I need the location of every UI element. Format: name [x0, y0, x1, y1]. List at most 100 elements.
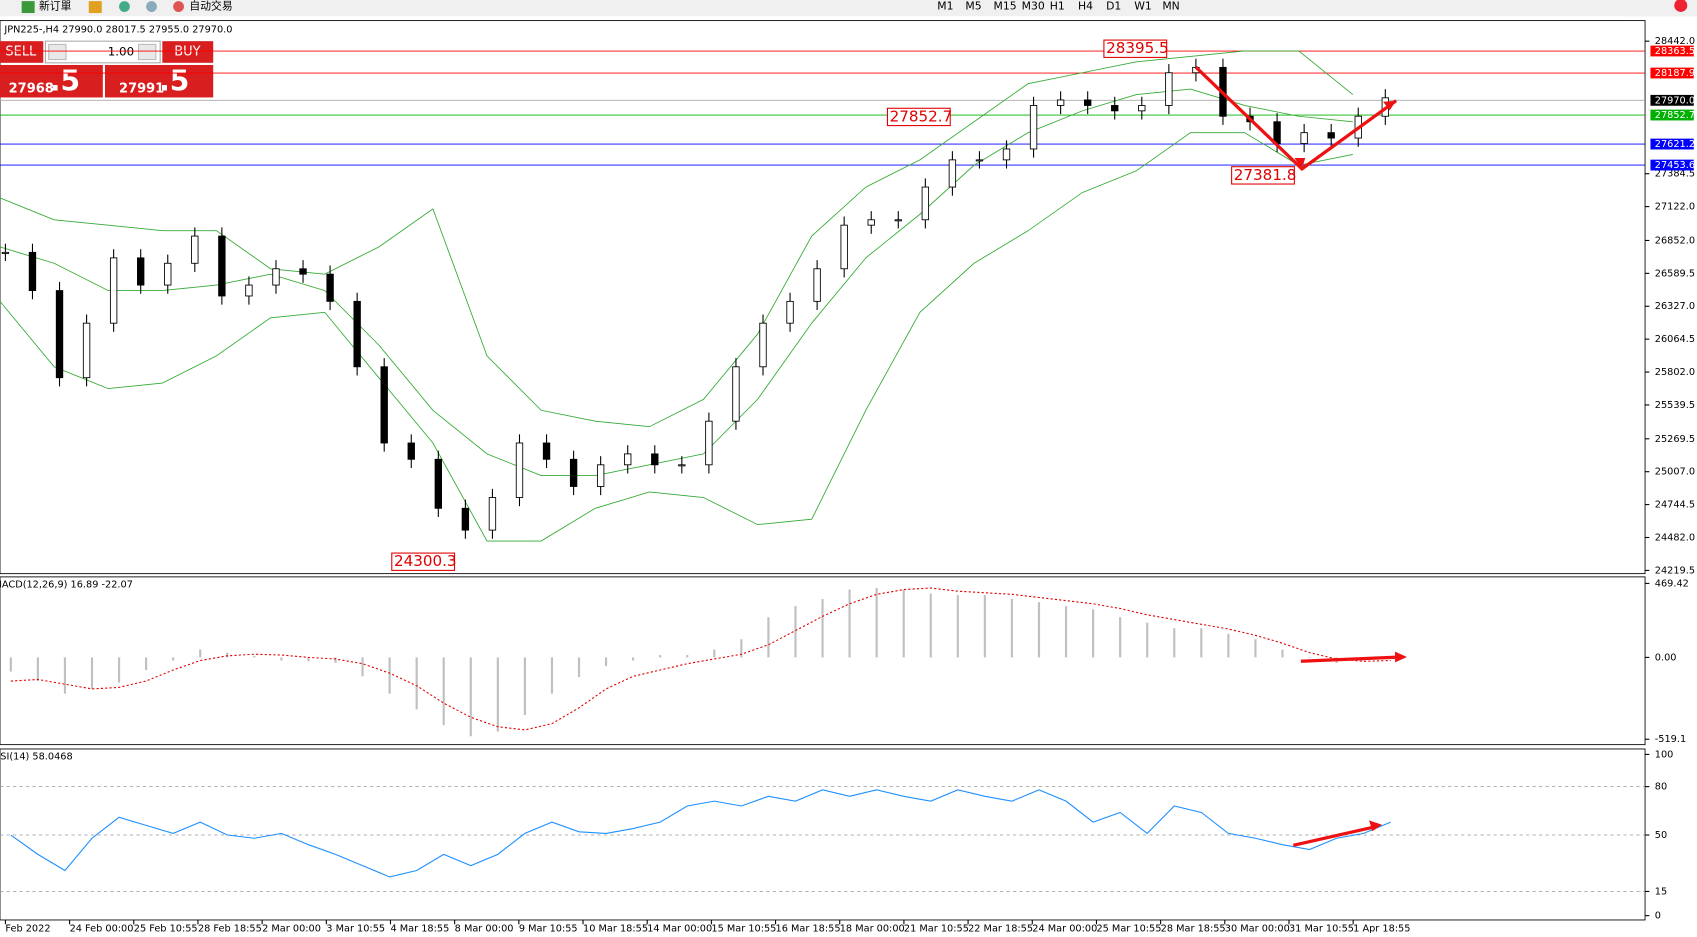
- x-tick-label: 24 Mar 00:00: [1032, 924, 1097, 933]
- macd-bar: [442, 657, 445, 726]
- candle: [705, 420, 713, 466]
- macd-bar: [794, 606, 797, 658]
- candle: [596, 464, 605, 487]
- macd-bar: [713, 649, 716, 658]
- price-level-label: 27453.6: [1655, 160, 1695, 171]
- arrow-head: [1369, 820, 1383, 832]
- macd-bar: [848, 589, 851, 658]
- candle: [1165, 72, 1173, 106]
- arrow-head: [1383, 100, 1397, 111]
- sell-price-box[interactable]: [0, 64, 103, 98]
- macd-bar: [983, 595, 986, 658]
- macd-bar: [1146, 622, 1149, 658]
- auto-trade-icon[interactable]: [173, 1, 184, 12]
- x-tick-label: 1 Apr 18:55: [1353, 924, 1410, 933]
- timeframe-button[interactable]: M5: [965, 0, 981, 13]
- sell-price: 27968: [9, 81, 54, 96]
- timeframe-button[interactable]: W1: [1134, 0, 1152, 13]
- candle: [434, 458, 442, 509]
- macd-frame: [0, 576, 1646, 746]
- macd-bar: [1037, 602, 1041, 658]
- main-frame: [0, 20, 1646, 575]
- y-tick-label: 27122.0: [1655, 202, 1695, 213]
- timeframe-button[interactable]: M30: [1022, 0, 1045, 13]
- candle: [894, 219, 902, 222]
- price-level-tag: [1650, 109, 1694, 121]
- buy-price-fraction: .5: [159, 64, 189, 97]
- y-tick-label: 100: [1655, 749, 1674, 760]
- macd-bar: [577, 657, 581, 678]
- new-order-icon[interactable]: [21, 1, 35, 14]
- y-tick-label: 26064.5: [1655, 334, 1695, 345]
- macd-bar: [117, 657, 121, 683]
- macd-bar: [929, 593, 932, 658]
- candle: [867, 219, 875, 226]
- x-tick-label: 25 Mar 10:55: [1096, 924, 1161, 933]
- timeframe-button[interactable]: MN: [1162, 0, 1179, 13]
- annotation-box: [391, 552, 456, 571]
- macd-bar: [767, 617, 770, 658]
- x-tick-label: Feb 2022: [5, 924, 50, 933]
- timeframe-button[interactable]: M1: [937, 0, 953, 13]
- timeframe-button[interactable]: D1: [1106, 0, 1121, 13]
- candle: [1084, 99, 1092, 106]
- buy-label[interactable]: BUY: [174, 44, 200, 59]
- price-level-tag: [1650, 67, 1694, 79]
- macd-bar: [226, 652, 229, 658]
- macd-bar: [1119, 617, 1122, 658]
- y-tick-label: 26589.5: [1655, 268, 1695, 279]
- candle: [732, 366, 740, 422]
- icon[interactable]: [119, 1, 130, 12]
- y-tick-label: 26852.0: [1655, 235, 1695, 246]
- candle: [651, 453, 659, 466]
- macd-bar: [821, 599, 824, 658]
- sell-label[interactable]: SELL: [5, 44, 37, 59]
- sell-price-fraction: .5: [50, 64, 80, 97]
- macd-bar: [307, 657, 310, 662]
- new-order[interactable]: 新订單: [39, 0, 72, 13]
- sell-button[interactable]: [0, 41, 44, 63]
- auto-trade[interactable]: 自动交易: [189, 0, 232, 13]
- annotation-arrow: [1300, 655, 1402, 663]
- candle: [488, 497, 497, 531]
- buy-button[interactable]: [162, 41, 214, 63]
- alert-icon[interactable]: [1674, 0, 1688, 12]
- macd-bar: [1010, 599, 1014, 658]
- candle: [678, 464, 686, 467]
- x-tick-label: 28 Mar 18:55: [1161, 924, 1226, 933]
- x-tick-label: 9 Mar 10:55: [519, 924, 578, 933]
- lot-up[interactable]: [137, 43, 157, 61]
- macd-bar: [361, 657, 364, 677]
- macd-bar: [1281, 649, 1284, 658]
- icon[interactable]: [146, 1, 157, 12]
- lot-down[interactable]: [48, 43, 67, 61]
- timeframe-button[interactable]: M15: [994, 0, 1017, 13]
- candle: [569, 458, 578, 487]
- x-tick-label: 2 Mar 00:00: [262, 924, 321, 933]
- annotation: 27381.8: [1234, 166, 1297, 184]
- candle: [353, 300, 361, 368]
- y-tick-label: -519.1: [1655, 734, 1686, 745]
- rsi-line: [10, 789, 1391, 878]
- lot-value[interactable]: 1.00: [108, 44, 134, 58]
- timeframe-button[interactable]: H1: [1050, 0, 1065, 13]
- macd-bar: [145, 657, 148, 671]
- price-level-tag: [1650, 94, 1694, 106]
- timeframe-button[interactable]: H4: [1078, 0, 1093, 13]
- candle: [813, 268, 821, 302]
- y-tick-label: 24744.5: [1655, 500, 1695, 511]
- macd-bar: [902, 589, 905, 658]
- macd-bar: [199, 649, 202, 658]
- lot-input[interactable]: [44, 40, 161, 64]
- x-tick-label: 22 Mar 18:55: [968, 924, 1033, 933]
- x-tick-label: 31 Mar 10:55: [1289, 924, 1354, 933]
- buy-price-box[interactable]: [104, 64, 214, 98]
- candle: [1111, 105, 1119, 112]
- y-tick-label: 28442.0: [1655, 36, 1695, 47]
- macd-bar: [496, 657, 499, 732]
- annotation: 27852.7: [890, 107, 953, 125]
- macd-bar: [1254, 639, 1257, 658]
- icon[interactable]: [88, 1, 102, 14]
- trade-panel: SELL 1.00 BUY 27968 .5 27991 .5: [0, 40, 214, 98]
